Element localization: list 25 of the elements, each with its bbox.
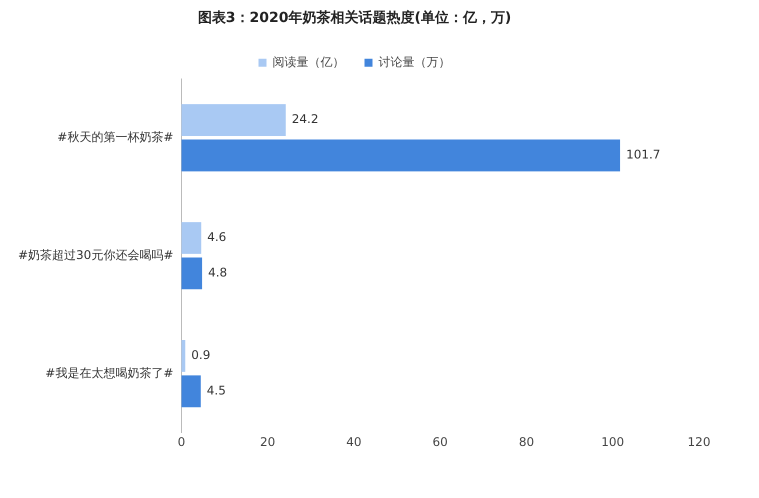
x-tick-label: 80 — [518, 434, 534, 449]
data-label: 4.6 — [207, 230, 226, 244]
x-tick-label: 120 — [688, 434, 710, 449]
legend-label: 阅读量（亿） — [272, 54, 344, 69]
legend-label: 讨论量（万） — [378, 54, 450, 69]
bar — [181, 222, 202, 254]
x-tick-label: 60 — [432, 434, 448, 449]
bar — [181, 140, 620, 172]
bar — [181, 104, 286, 136]
data-label: 101.7 — [626, 148, 660, 162]
y-tick-label: #秋天的第一杯奶茶# — [57, 130, 174, 144]
x-tick-label: 0 — [178, 434, 186, 449]
y-tick-label: #奶茶超过30元你还会喝吗# — [18, 248, 174, 262]
bar — [181, 340, 186, 372]
chart-title: 图表3：2020年奶茶相关话题热度(单位：亿，万) — [198, 9, 512, 26]
x-tick-label: 20 — [260, 434, 276, 449]
bar — [181, 257, 202, 290]
data-label: 24.2 — [292, 112, 318, 126]
data-label: 0.9 — [191, 348, 210, 362]
x-tick-label: 100 — [601, 434, 624, 449]
data-label: 4.5 — [206, 383, 226, 398]
bar — [181, 375, 201, 408]
x-tick-label: 40 — [346, 434, 362, 449]
y-tick-label: #我是在太想喝奶茶了# — [45, 366, 174, 380]
data-label: 4.8 — [208, 266, 228, 280]
